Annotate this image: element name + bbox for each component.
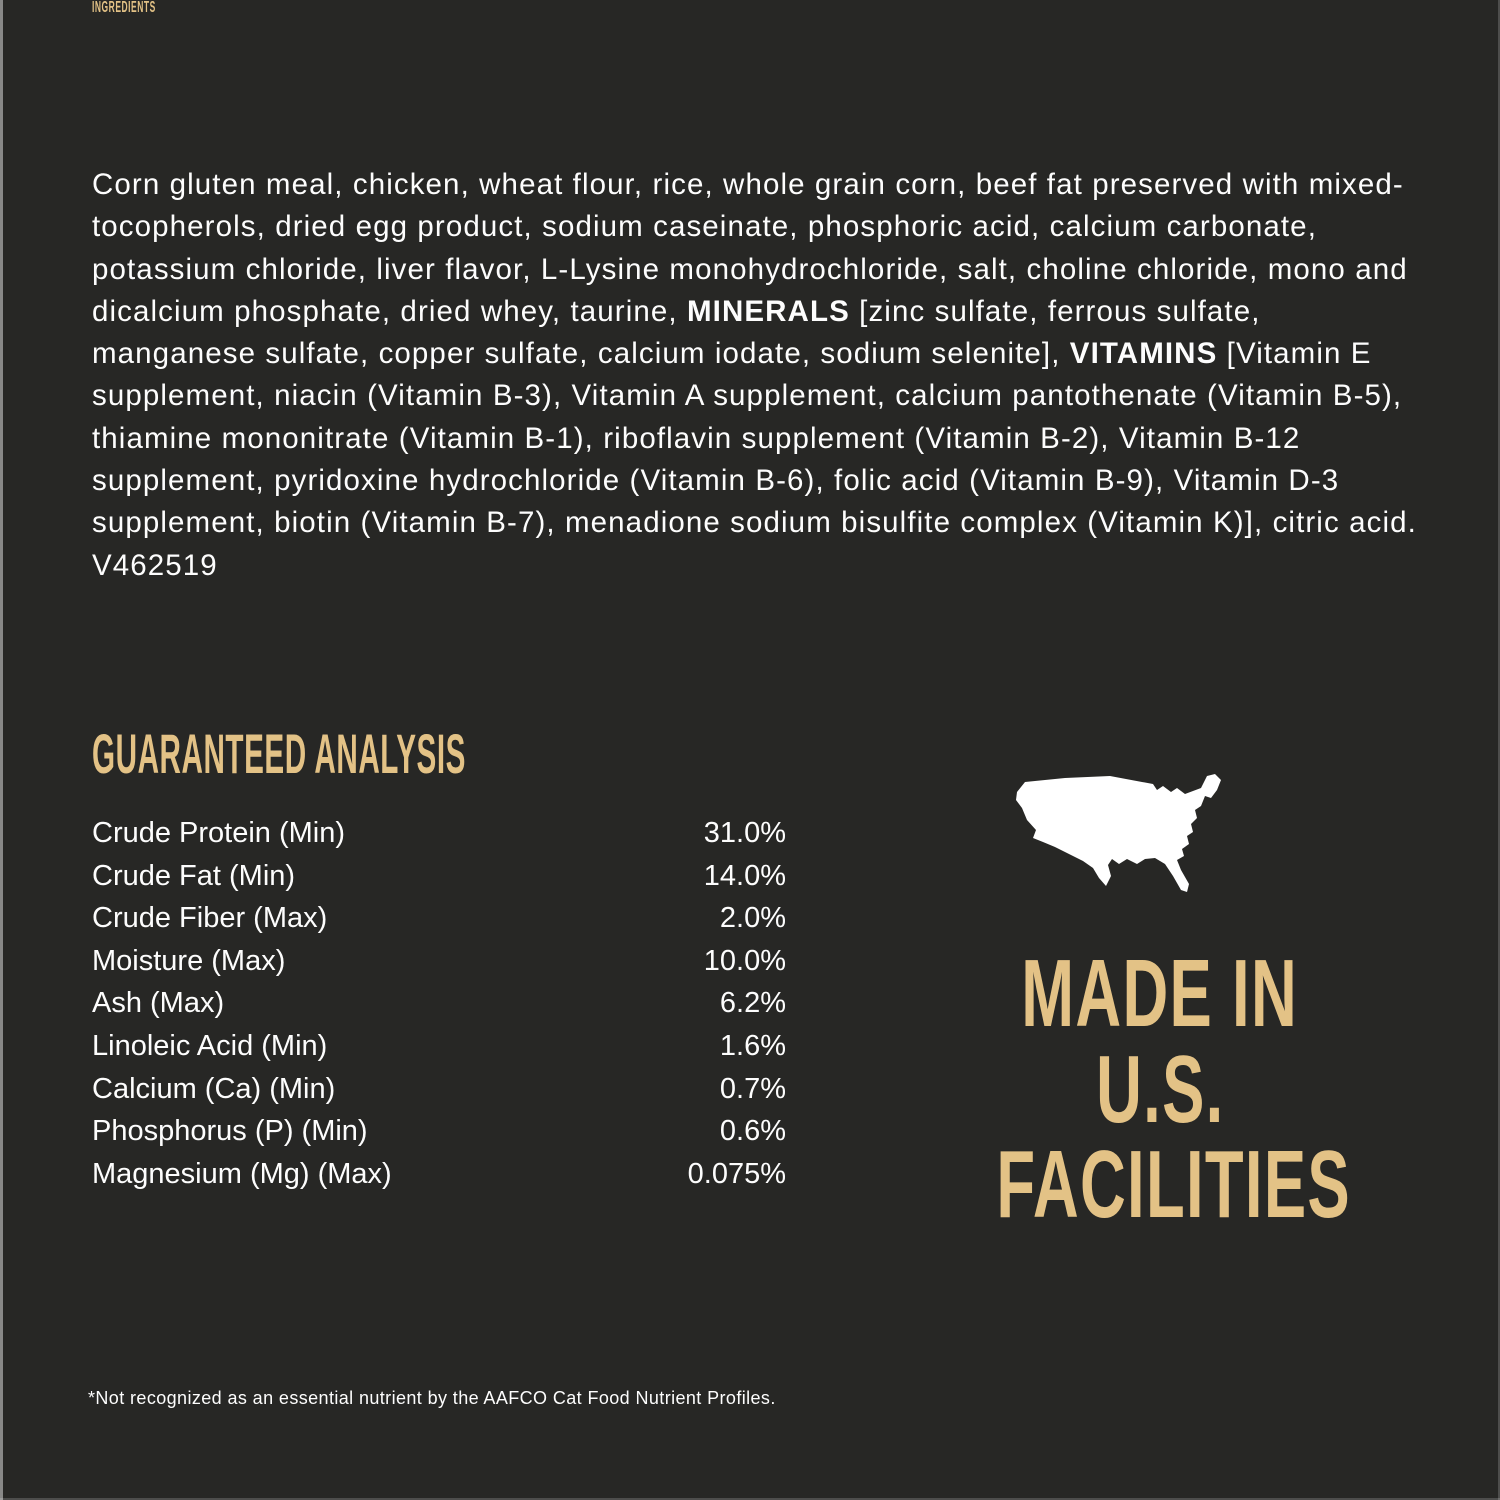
usa-map-icon	[1016, 774, 1221, 892]
analysis-row: Linoleic Acid (Min) 1.6%	[92, 1025, 786, 1068]
nutrient-label: Crude Fiber (Max)	[92, 902, 328, 935]
ingredient-text: [zinc sulfate, ferrous sulfate, manganes…	[92, 294, 1261, 371]
nutrient-label: Calcium (Ca) (Min)	[92, 1072, 336, 1105]
ingredients-title: INGREDIENTS	[92, 0, 156, 16]
analysis-row: Phosphorus (P) (Min) 0.6%	[92, 1110, 786, 1153]
ingredient-text: Corn gluten meal, chicken, wheat flour, …	[92, 168, 1408, 328]
nutrient-value: 0.7%	[719, 1072, 786, 1105]
analysis-row: Moisture (Max) 10.0%	[92, 940, 786, 983]
nutrient-value: 6.2%	[719, 987, 786, 1020]
nutrient-value: 0.6%	[719, 1115, 786, 1148]
nutrient-value: 14.0%	[703, 859, 786, 892]
nutrient-value: 2.0%	[719, 902, 786, 935]
ingredient-group-keyword: VITAMINS	[1069, 337, 1218, 371]
nutrient-label: Phosphorus (P) (Min)	[92, 1115, 368, 1148]
nutrient-value: 1.6%	[719, 1029, 786, 1062]
analysis-row: Crude Fat (Min) 14.0%	[92, 855, 786, 898]
nutrient-label: Linoleic Acid (Min)	[92, 1029, 328, 1062]
aafco-footnote: *Not recognized as an essential nutrient…	[88, 1388, 776, 1408]
nutrient-label: Crude Protein (Min)	[92, 817, 346, 849]
made-in-line-2: U.S.	[1095, 1035, 1225, 1143]
analysis-row: Crude Fiber (Max) 2.0%	[92, 897, 786, 940]
analysis-row: Magnesium (Mg) (Max) 0.075%	[92, 1153, 786, 1196]
guaranteed-analysis-title: GUARANTEED ANALYSIS	[92, 722, 466, 785]
analysis-row: Crude Protein (Min) 31.0%	[92, 812, 786, 855]
made-in-us-facilities: MADE IN U.S. FACILITIES	[905, 946, 1415, 1233]
made-in-line-3: FACILITIES	[996, 1131, 1352, 1238]
made-in-line-1: MADE IN	[1021, 940, 1299, 1047]
nutrient-label: Ash (Max)	[92, 987, 225, 1020]
ingredient-text: [Vitamin E supplement, niacin (Vitamin B…	[92, 337, 1417, 582]
nutrient-label: Magnesium (Mg) (Max)	[92, 1157, 392, 1190]
ingredient-group-keyword: MINERALS	[687, 294, 850, 328]
ingredients-paragraph: Corn gluten meal, chicken, wheat flour, …	[92, 164, 1417, 587]
analysis-row: Calcium (Ca) (Min) 0.7%	[92, 1068, 786, 1111]
nutrient-value: 10.0%	[703, 944, 786, 977]
nutrient-label: Moisture (Max)	[92, 944, 286, 977]
nutrient-label: Crude Fat (Min)	[92, 859, 296, 892]
nutrient-value: 0.075%	[687, 1157, 786, 1190]
guaranteed-analysis-table: Crude Protein (Min) 31.0% Crude Fat (Min) 1…	[92, 812, 786, 1195]
nutrient-value: 31.0%	[703, 817, 786, 849]
analysis-row: Ash (Max) 6.2%	[92, 982, 786, 1025]
